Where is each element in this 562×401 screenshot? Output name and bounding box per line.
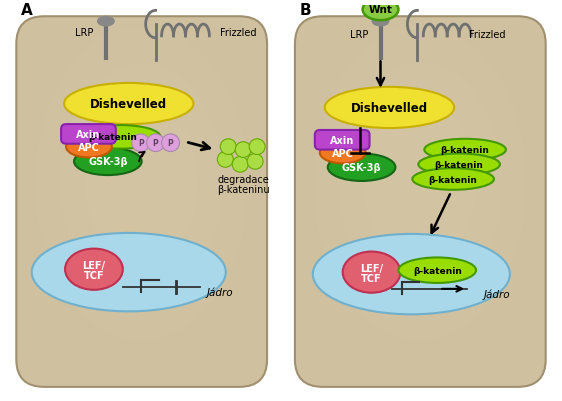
Circle shape	[247, 154, 263, 170]
Ellipse shape	[313, 234, 510, 314]
Text: β-katenin: β-katenin	[413, 266, 461, 275]
Text: Frizzled: Frizzled	[220, 28, 257, 38]
Text: P: P	[138, 139, 143, 148]
Ellipse shape	[66, 136, 112, 158]
Text: Dishevelled: Dishevelled	[351, 102, 428, 115]
Text: degradace: degradace	[217, 174, 269, 184]
Circle shape	[220, 140, 236, 155]
Ellipse shape	[413, 169, 494, 190]
Ellipse shape	[65, 249, 123, 290]
Ellipse shape	[325, 88, 454, 129]
Text: TCF: TCF	[84, 270, 104, 280]
Text: LRP: LRP	[75, 28, 93, 38]
Circle shape	[232, 157, 248, 173]
FancyBboxPatch shape	[315, 131, 370, 150]
Text: TCF: TCF	[361, 273, 382, 284]
Circle shape	[162, 135, 179, 152]
Text: LEF/: LEF/	[83, 261, 106, 271]
Ellipse shape	[343, 252, 400, 293]
Circle shape	[249, 140, 265, 155]
Text: β-katenin: β-katenin	[441, 146, 490, 155]
Ellipse shape	[35, 26, 248, 341]
Ellipse shape	[60, 63, 223, 304]
Ellipse shape	[371, 17, 389, 28]
Ellipse shape	[339, 63, 502, 304]
Text: Jádro: Jádro	[207, 287, 234, 297]
Text: P: P	[167, 139, 174, 148]
Text: Jádro: Jádro	[484, 289, 510, 299]
Ellipse shape	[418, 154, 500, 176]
Text: A: A	[21, 3, 33, 18]
FancyBboxPatch shape	[16, 17, 267, 387]
Ellipse shape	[320, 142, 365, 164]
Ellipse shape	[74, 148, 142, 176]
Ellipse shape	[97, 17, 115, 28]
Text: β-katenin: β-katenin	[429, 175, 478, 184]
Ellipse shape	[328, 154, 396, 182]
Ellipse shape	[31, 233, 226, 312]
Ellipse shape	[64, 84, 193, 125]
FancyBboxPatch shape	[61, 125, 116, 144]
Ellipse shape	[314, 26, 527, 341]
FancyBboxPatch shape	[295, 17, 546, 387]
Ellipse shape	[81, 126, 161, 149]
Text: P: P	[153, 139, 158, 148]
Text: β-katenin: β-katenin	[434, 160, 483, 169]
Text: Wnt: Wnt	[369, 5, 392, 15]
Text: GSK-3β: GSK-3β	[342, 163, 382, 173]
Ellipse shape	[364, 100, 477, 267]
Text: LRP: LRP	[351, 30, 369, 40]
Ellipse shape	[85, 100, 198, 267]
Text: APC: APC	[78, 142, 100, 152]
Text: β-kateninu: β-kateninu	[217, 184, 270, 194]
Circle shape	[147, 135, 165, 152]
Circle shape	[235, 142, 251, 158]
Ellipse shape	[424, 140, 506, 161]
Text: APC: APC	[332, 148, 353, 158]
Ellipse shape	[398, 258, 476, 283]
Text: β-katenin: β-katenin	[88, 133, 137, 142]
Text: Dishevelled: Dishevelled	[90, 98, 167, 111]
Text: LEF/: LEF/	[360, 263, 383, 273]
Circle shape	[217, 152, 233, 168]
Text: B: B	[300, 3, 311, 18]
Text: Axin: Axin	[76, 130, 100, 140]
Circle shape	[132, 135, 149, 152]
Text: Frizzled: Frizzled	[469, 30, 506, 40]
Text: GSK-3β: GSK-3β	[88, 157, 128, 167]
Text: Axin: Axin	[329, 136, 354, 146]
Ellipse shape	[362, 0, 398, 21]
